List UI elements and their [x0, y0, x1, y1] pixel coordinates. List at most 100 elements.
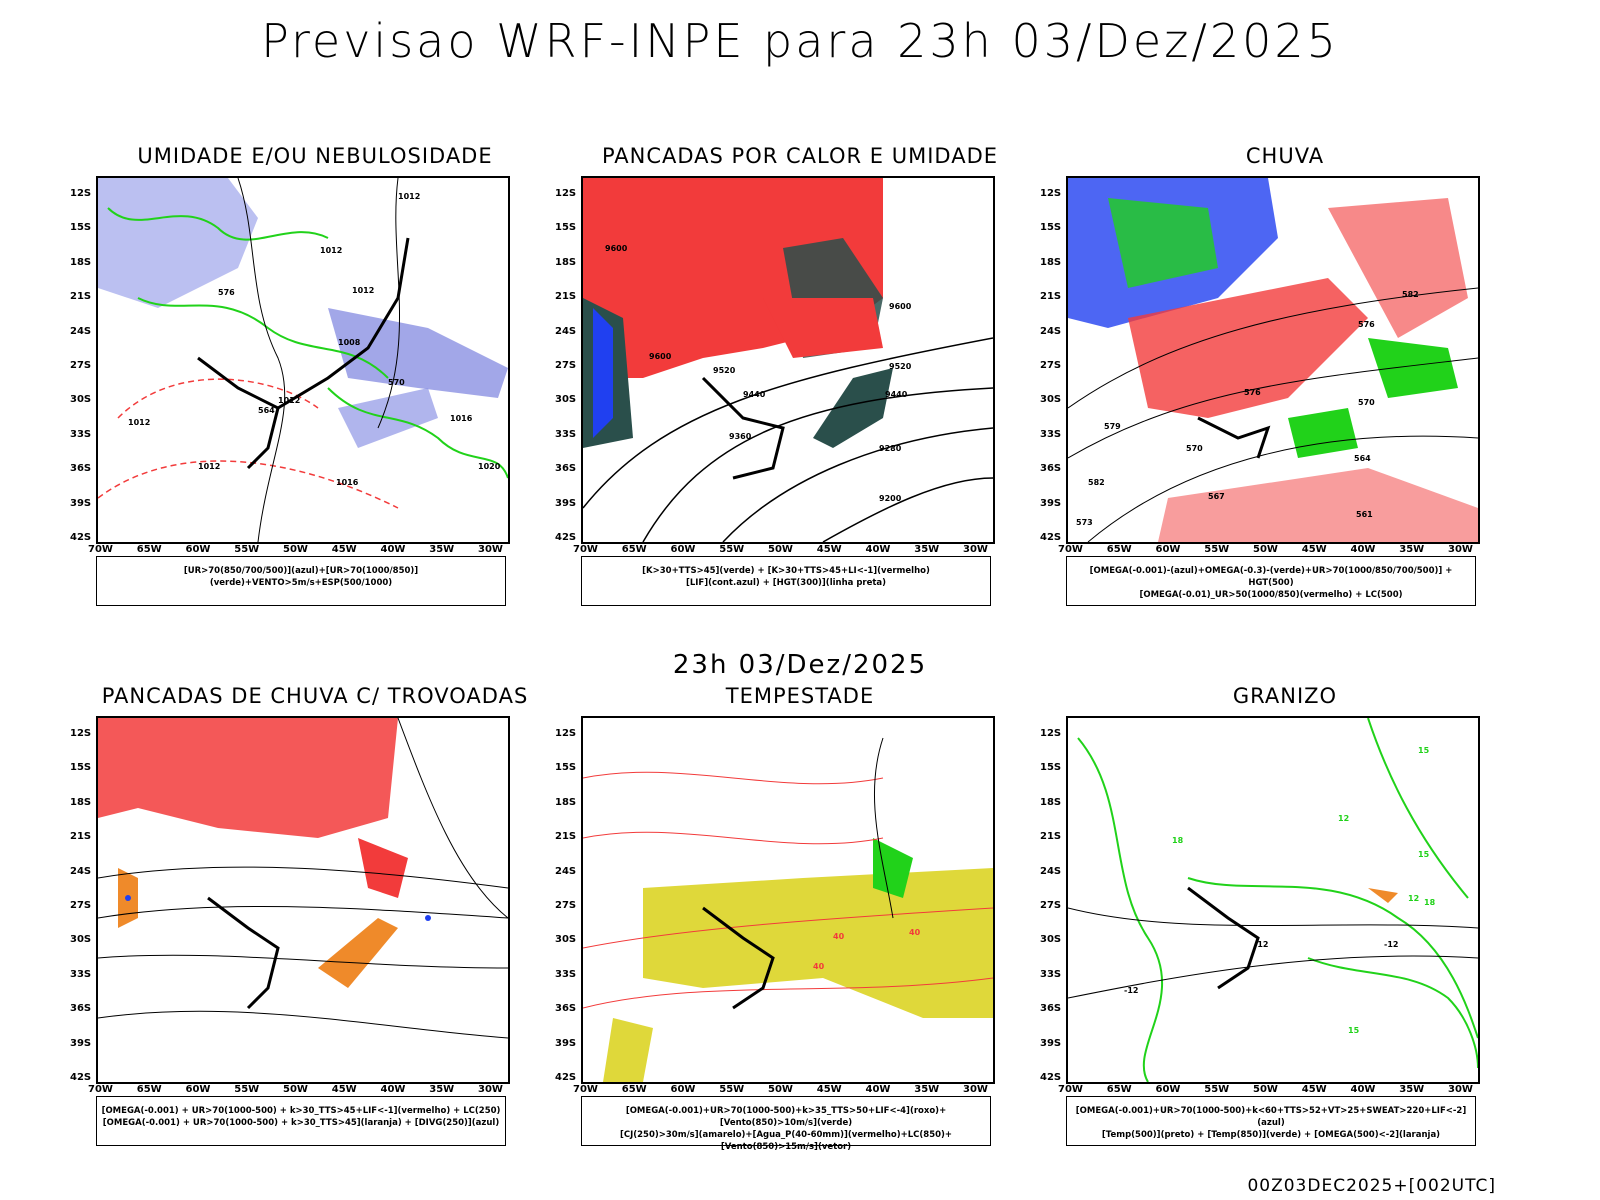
lat-tick-label: 30S [1040, 934, 1062, 946]
lon-tick-label: 55W [234, 544, 260, 555]
red-contour [583, 907, 993, 949]
lon-tick-label: 65W [136, 1084, 162, 1095]
contour-label: 9600 [889, 302, 912, 311]
lat-tick-label: 24S [70, 325, 92, 337]
contour-label: 582 [1402, 290, 1419, 299]
map-frame [96, 716, 510, 1084]
streamline [98, 905, 508, 919]
lon-tick-label: 60W [1155, 1084, 1181, 1095]
lon-tick-label: 35W [429, 1084, 455, 1095]
contour-label: 576 [1244, 388, 1261, 397]
lon-tick-label: 70W [1058, 1084, 1083, 1095]
humidity-shade [328, 308, 508, 398]
lat-tick-label: 21S [555, 291, 577, 303]
map-granizo [1068, 718, 1478, 1082]
lon-tick-label: 40W [380, 1084, 406, 1095]
lon-tick-label: 50W [283, 544, 308, 555]
contour-label: -12 [1384, 940, 1399, 949]
lat-tick-label: 33S [1040, 428, 1062, 440]
lon-tick-label: 35W [1399, 544, 1425, 555]
lon-tick-label: 70W [88, 544, 113, 555]
coastline [207, 896, 280, 1010]
contour-label: 1012 [320, 246, 343, 255]
height-contour [642, 387, 993, 542]
green-area [873, 838, 913, 898]
lat-tick-label: 12S [1040, 728, 1062, 739]
height-contour [822, 477, 993, 542]
contour-label: 9280 [879, 444, 902, 453]
lat-tick-label: 27S [70, 360, 92, 371]
lat-tick-label: 30S [555, 934, 577, 946]
green-contour [137, 297, 389, 379]
height-contour [583, 337, 993, 509]
height-contour [1068, 357, 1478, 459]
contour-label: 15 [1418, 850, 1430, 859]
contour-label: 573 [1076, 518, 1093, 527]
lat-tick-label: 27S [1040, 360, 1062, 371]
lat-tick-label: 12S [555, 728, 577, 739]
lat-tick-label: 21S [1040, 831, 1062, 843]
lon-tick-label: 50W [768, 1084, 793, 1095]
lon-tick-label: 55W [234, 1084, 260, 1095]
lat-tick-label: 33S [70, 428, 92, 440]
map-frame: 9600 9600 9520 9440 9360 9280 9200 9440 … [581, 176, 995, 544]
contour-label: 40 [909, 928, 921, 937]
lat-tick-label: 27S [1040, 900, 1062, 911]
contour-label: 9200 [879, 494, 902, 503]
panel-pancadas-calor: PANCADAS POR CALOR E UMIDADE 9600 9600 9… [555, 144, 1045, 624]
lon-tick-label: 55W [719, 544, 745, 555]
red-contour [583, 771, 884, 785]
green-area [1288, 408, 1358, 458]
lat-tick-label: 12S [555, 188, 577, 199]
streamline [98, 954, 508, 969]
green-area [1108, 198, 1218, 288]
green-contour [1307, 957, 1478, 1069]
contour-label: 1016 [336, 478, 359, 487]
contour-label: 18 [1172, 836, 1184, 845]
lat-tick-label: 36S [70, 1003, 92, 1015]
contour-label: 576 [1358, 320, 1375, 329]
lat-tick-label: 15S [70, 762, 92, 774]
lat-tick-label: 18S [555, 796, 577, 808]
map-pancadas-trovoadas [98, 718, 508, 1039]
legend-line: [OMEGA(-0.001)-(azul)+OMEGA(-0.3)-(verde… [1089, 566, 1453, 588]
panel-chuva: CHUVA 582 576 570 564 567 561 573 579 58… [1040, 144, 1530, 624]
lon-tick-label: 55W [1204, 544, 1230, 555]
lat-tick-label: 15S [70, 222, 92, 234]
lon-tick-label: 30W [1448, 1084, 1473, 1095]
green-contour [107, 207, 329, 241]
contour-label: 9520 [713, 366, 736, 375]
lat-tick-label: 33S [555, 968, 577, 980]
lat-tick-label: 39S [555, 1037, 577, 1049]
coastline [702, 906, 775, 1010]
legend-line: [CJ(250)>30m/s](amarelo)+[Agua_P(40-60mm… [619, 1130, 953, 1152]
orange-area [1368, 888, 1398, 903]
lat-tick-label: 36S [1040, 1003, 1062, 1015]
red-area [98, 718, 398, 838]
contour-label: 561 [1356, 510, 1373, 519]
red-contour [583, 977, 993, 1009]
lon-tick-label: 65W [621, 544, 647, 555]
contour-label: 567 [1208, 492, 1225, 501]
lat-tick-label: 12S [1040, 188, 1062, 199]
lat-tick-label: 18S [1040, 256, 1062, 268]
lat-tick-label: 30S [555, 394, 577, 406]
legend-box: [OMEGA(-0.001) + UR>70(1000-500) + k>30_… [96, 1096, 506, 1146]
isobar [377, 178, 400, 429]
legend-box: [OMEGA(-0.001)-(azul)+OMEGA(-0.3)-(verde… [1066, 556, 1476, 606]
lat-tick-label: 42S [555, 532, 577, 543]
map-chuva [1068, 178, 1478, 542]
lat-tick-label: 18S [70, 256, 92, 268]
yellow-area [603, 1018, 653, 1082]
lon-tick-label: 30W [478, 1084, 503, 1095]
lon-tick-label: 45W [331, 544, 357, 555]
lat-tick-label: 21S [70, 831, 92, 843]
lat-tick-label: 42S [70, 1072, 92, 1083]
isobar [237, 178, 286, 542]
lon-tick-label: 70W [88, 1084, 113, 1095]
map-tempestade [583, 737, 993, 1082]
lon-tick-label: 70W [573, 544, 598, 555]
humidity-shade [98, 178, 258, 308]
map-frame: 1012 1012 1012 1008 1012 1016 1020 1012 … [96, 176, 510, 544]
contour-label: 15 [1418, 746, 1430, 755]
